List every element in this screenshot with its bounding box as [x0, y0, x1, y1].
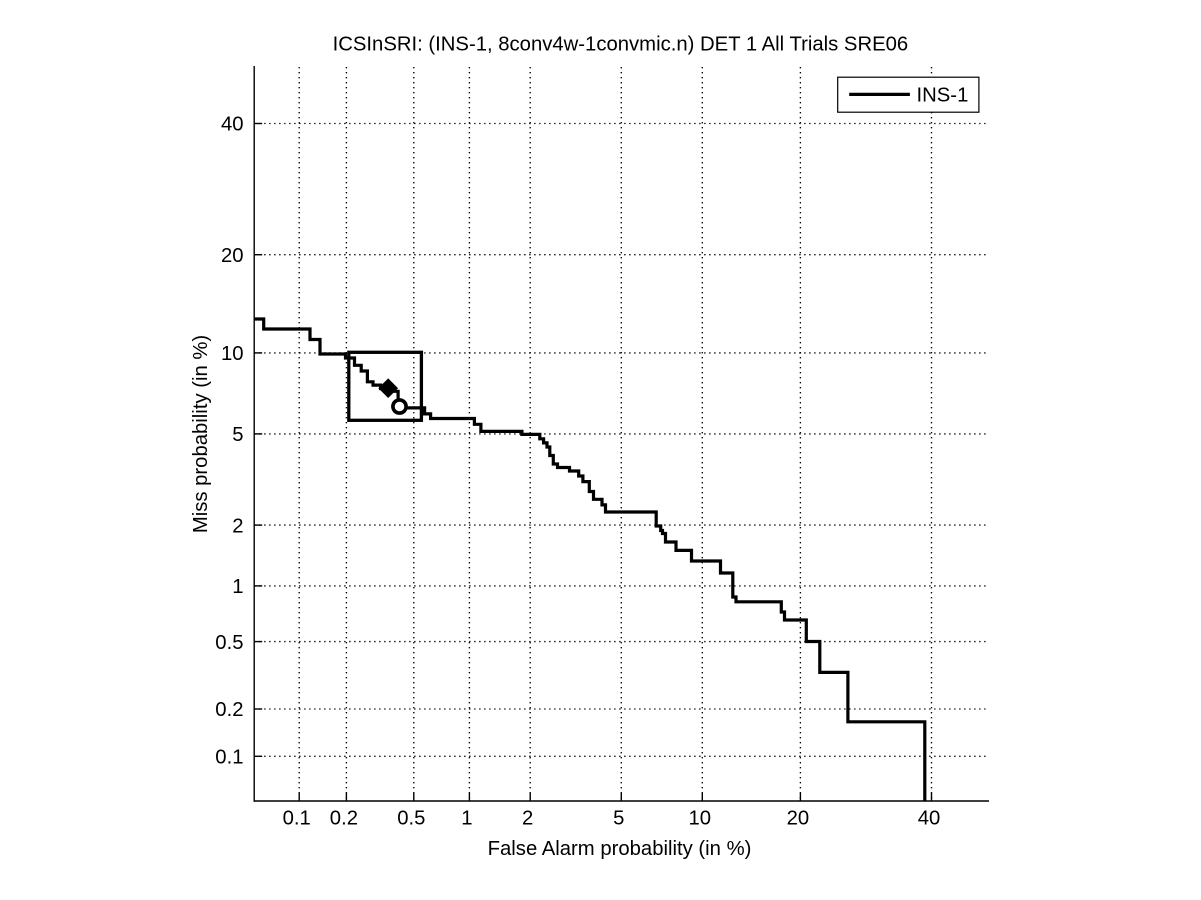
svg-text:1: 1 [232, 576, 243, 598]
svg-text:2: 2 [522, 808, 533, 830]
svg-text:2: 2 [232, 515, 243, 537]
svg-text:10: 10 [689, 808, 712, 830]
svg-text:INS-1: INS-1 [917, 84, 969, 106]
svg-text:40: 40 [221, 114, 244, 136]
svg-text:ICSInSRI: (INS-1, 8conv4w-1con: ICSInSRI: (INS-1, 8conv4w-1convmic.n) DE… [333, 33, 909, 55]
svg-text:10: 10 [221, 343, 244, 365]
svg-text:Miss probability (in %): Miss probability (in %) [190, 335, 212, 533]
svg-text:0.5: 0.5 [397, 808, 425, 830]
svg-text:0.5: 0.5 [215, 632, 243, 654]
svg-text:False Alarm probability (in %): False Alarm probability (in %) [488, 838, 752, 860]
svg-text:5: 5 [232, 424, 243, 446]
svg-text:0.2: 0.2 [215, 699, 243, 721]
svg-text:0.1: 0.1 [283, 808, 311, 830]
svg-text:1: 1 [461, 808, 472, 830]
svg-text:20: 20 [787, 808, 810, 830]
svg-text:0.1: 0.1 [215, 747, 243, 769]
svg-text:0.2: 0.2 [330, 808, 358, 830]
svg-text:20: 20 [221, 245, 244, 267]
svg-text:5: 5 [613, 808, 624, 830]
svg-text:40: 40 [918, 808, 941, 830]
